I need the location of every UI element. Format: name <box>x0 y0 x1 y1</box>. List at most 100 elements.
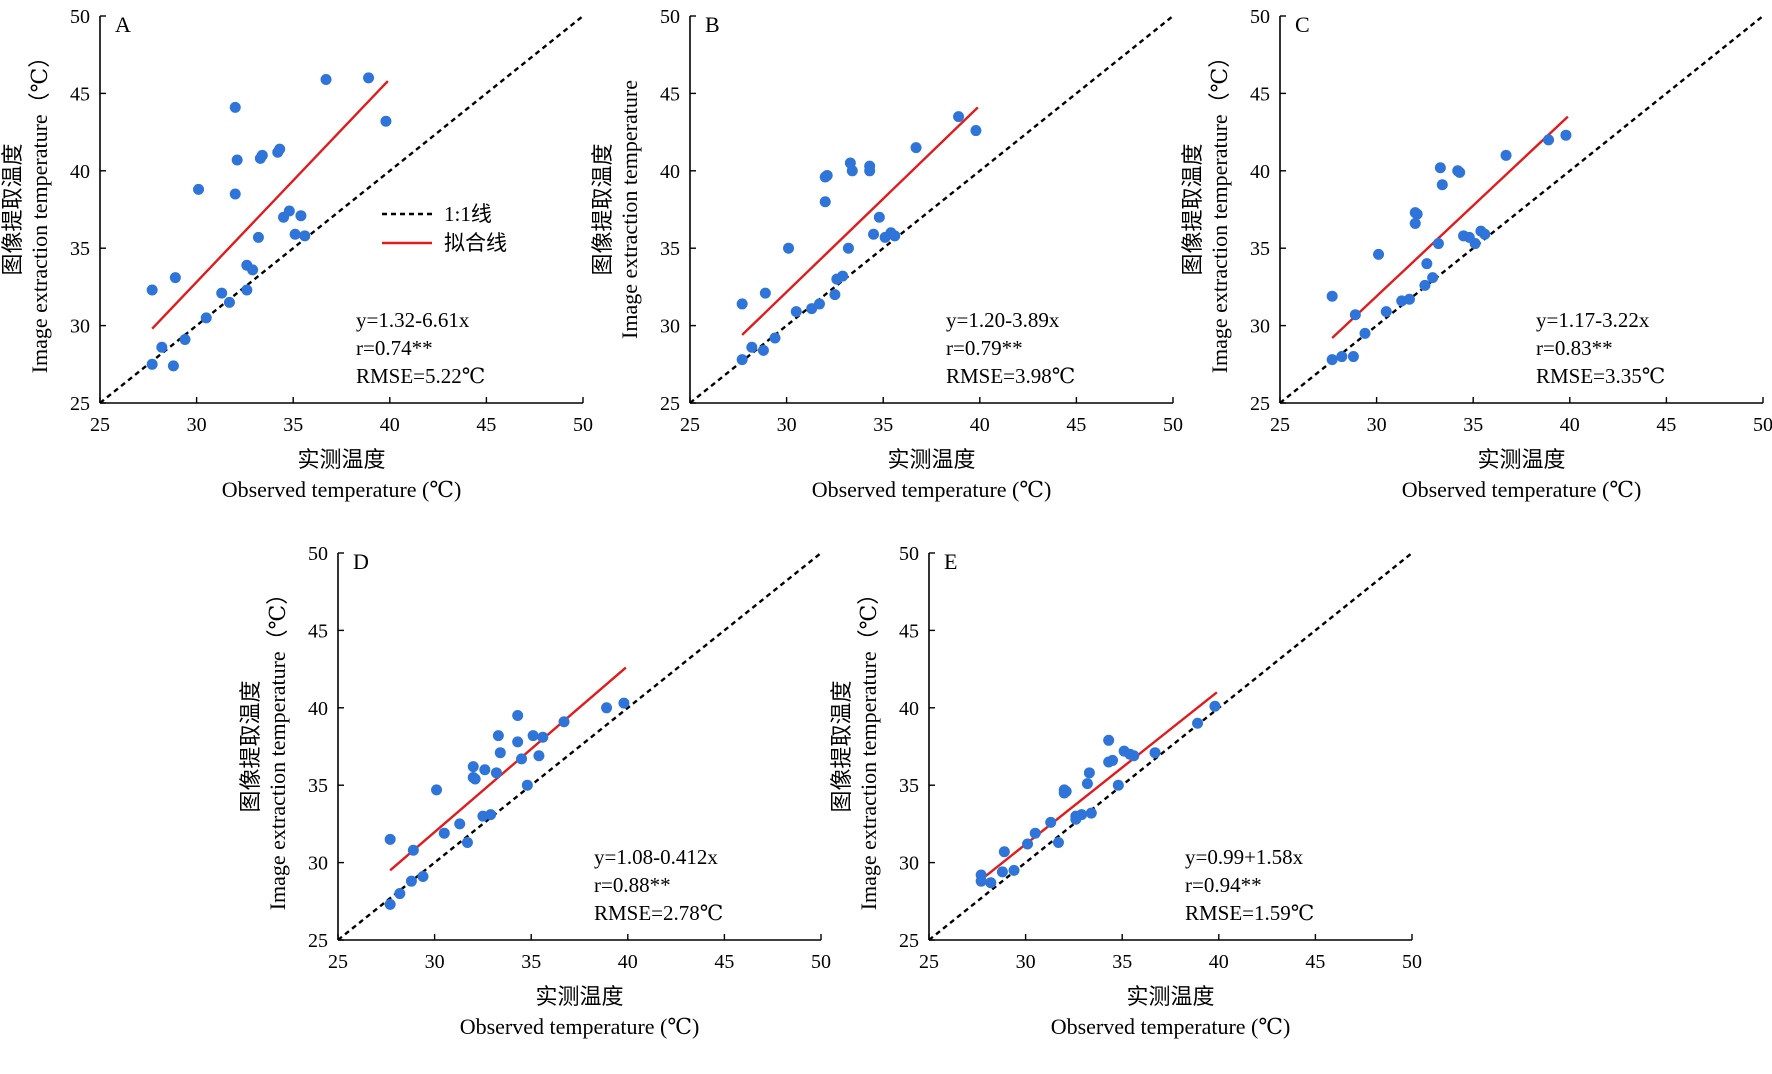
x-axis-title-cn: 实测温度 <box>1126 984 1214 1009</box>
y-axis-title-cn: 图像提取温度 <box>590 143 615 275</box>
y-tick-label: 40 <box>660 161 680 183</box>
data-point <box>757 344 769 356</box>
y-tick-label: 45 <box>899 620 919 642</box>
x-tick-label: 50 <box>573 414 593 436</box>
regression-equation: y=1.20-3.89x <box>946 308 1060 332</box>
data-point <box>256 149 268 161</box>
data-point <box>837 270 849 282</box>
data-point <box>320 73 332 85</box>
x-tick-label: 35 <box>1112 951 1132 973</box>
identity-line <box>928 552 1413 941</box>
data-point <box>1326 354 1338 366</box>
y-tick-label: 35 <box>660 238 680 260</box>
data-point <box>363 72 375 84</box>
x-tick-label: 25 <box>328 951 348 973</box>
x-tick-label: 40 <box>970 414 990 436</box>
data-point <box>1326 290 1338 302</box>
data-point <box>295 210 307 222</box>
x-axis-title-cn: 实测温度 <box>1477 447 1565 472</box>
data-point <box>479 764 491 776</box>
data-point <box>407 844 419 856</box>
data-point <box>1107 754 1119 766</box>
data-point <box>1434 162 1446 174</box>
data-point <box>438 827 450 839</box>
y-axis-title-cn: 图像提取温度 <box>1180 143 1205 275</box>
data-point <box>289 228 301 240</box>
x-tick-label: 45 <box>1656 414 1676 436</box>
data-point <box>1336 351 1348 363</box>
data-point <box>953 111 965 123</box>
data-point <box>1411 208 1423 220</box>
x-tick-label: 50 <box>811 951 831 973</box>
rmse-value: RMSE=2.78℃ <box>594 901 723 925</box>
data-point <box>156 341 168 353</box>
x-tick-label: 25 <box>919 951 939 973</box>
data-point <box>512 736 524 748</box>
data-point <box>846 165 858 177</box>
data-point <box>1436 179 1448 191</box>
data-point <box>889 230 901 242</box>
data-point <box>467 761 479 773</box>
data-point <box>813 298 825 310</box>
x-tick-label: 25 <box>1270 414 1290 436</box>
data-point <box>1543 134 1555 146</box>
x-axis-title-cn: 实测温度 <box>297 447 385 472</box>
x-tick-label: 40 <box>1209 951 1229 973</box>
regression-equation: y=1.08-0.412x <box>594 845 718 869</box>
y-tick-label: 45 <box>70 83 90 105</box>
panel-e: 25 30 35 40 45 50 25 30 35 40 45 50 Ey=0.99+1.58x r=0… <box>829 543 1422 1039</box>
correlation-coefficient: r=0.74** <box>356 336 433 360</box>
data-point <box>461 836 473 848</box>
legend-fit-label: 拟合线 <box>444 231 507 255</box>
y-tick-label: 50 <box>70 6 90 28</box>
data-point <box>842 242 854 254</box>
data-point <box>1008 864 1020 876</box>
panel-label: E <box>944 549 957 574</box>
fit-line <box>389 666 627 872</box>
data-point <box>1421 258 1433 270</box>
x-tick-label: 30 <box>777 414 797 436</box>
data-point <box>1052 836 1064 848</box>
regression-equation: y=1.32-6.61x <box>356 308 470 332</box>
data-point <box>384 833 396 845</box>
data-point <box>1112 779 1124 791</box>
regression-equation: y=1.17-3.22x <box>1536 308 1650 332</box>
rmse-value: RMSE=3.35℃ <box>1536 364 1665 388</box>
y-tick-label: 50 <box>899 543 919 565</box>
y-tick-label: 35 <box>899 775 919 797</box>
data-point <box>494 747 506 759</box>
y-axis-title-en: Image extraction temperature（℃） <box>265 583 290 911</box>
data-point <box>1029 827 1041 839</box>
y-axis-title-cn: 图像提取温度 <box>238 680 263 812</box>
legend-identity-label: 1:1线 <box>444 202 492 226</box>
data-point <box>431 784 443 796</box>
data-point <box>537 731 549 743</box>
y-axis-title-cn: 图像提取温度 <box>829 680 854 812</box>
panel-label: C <box>1295 12 1310 37</box>
y-axis-title-en: Image extraction temperature（℃） <box>27 46 52 374</box>
rmse-value: RMSE=3.98℃ <box>946 364 1075 388</box>
data-point <box>229 101 241 113</box>
data-point <box>216 287 228 299</box>
data-point <box>1373 248 1385 260</box>
data-point <box>241 284 253 296</box>
data-point <box>1076 809 1088 821</box>
data-point <box>998 846 1010 858</box>
x-axis-title-cn: 实测温度 <box>887 447 975 472</box>
x-tick-label: 50 <box>1753 414 1772 436</box>
y-axis-title-en: Image extraction temperature（℃） <box>856 583 881 911</box>
data-point <box>1500 149 1512 161</box>
data-point <box>1479 228 1491 240</box>
x-tick-label: 30 <box>1367 414 1387 436</box>
data-point <box>417 871 429 883</box>
fit-line <box>980 691 1218 881</box>
correlation-coefficient: r=0.94** <box>1185 873 1262 897</box>
data-point <box>1347 351 1359 363</box>
fit-line <box>741 106 979 336</box>
data-point <box>736 354 748 366</box>
panel-label: A <box>115 12 131 37</box>
identity-line <box>689 15 1174 404</box>
panel-label: D <box>353 549 369 574</box>
x-tick-label: 40 <box>618 951 638 973</box>
panel-a: 25 30 35 40 45 50 25 30 35 40 45 50 Ay=1.32-6.61x r=0… <box>0 6 593 502</box>
